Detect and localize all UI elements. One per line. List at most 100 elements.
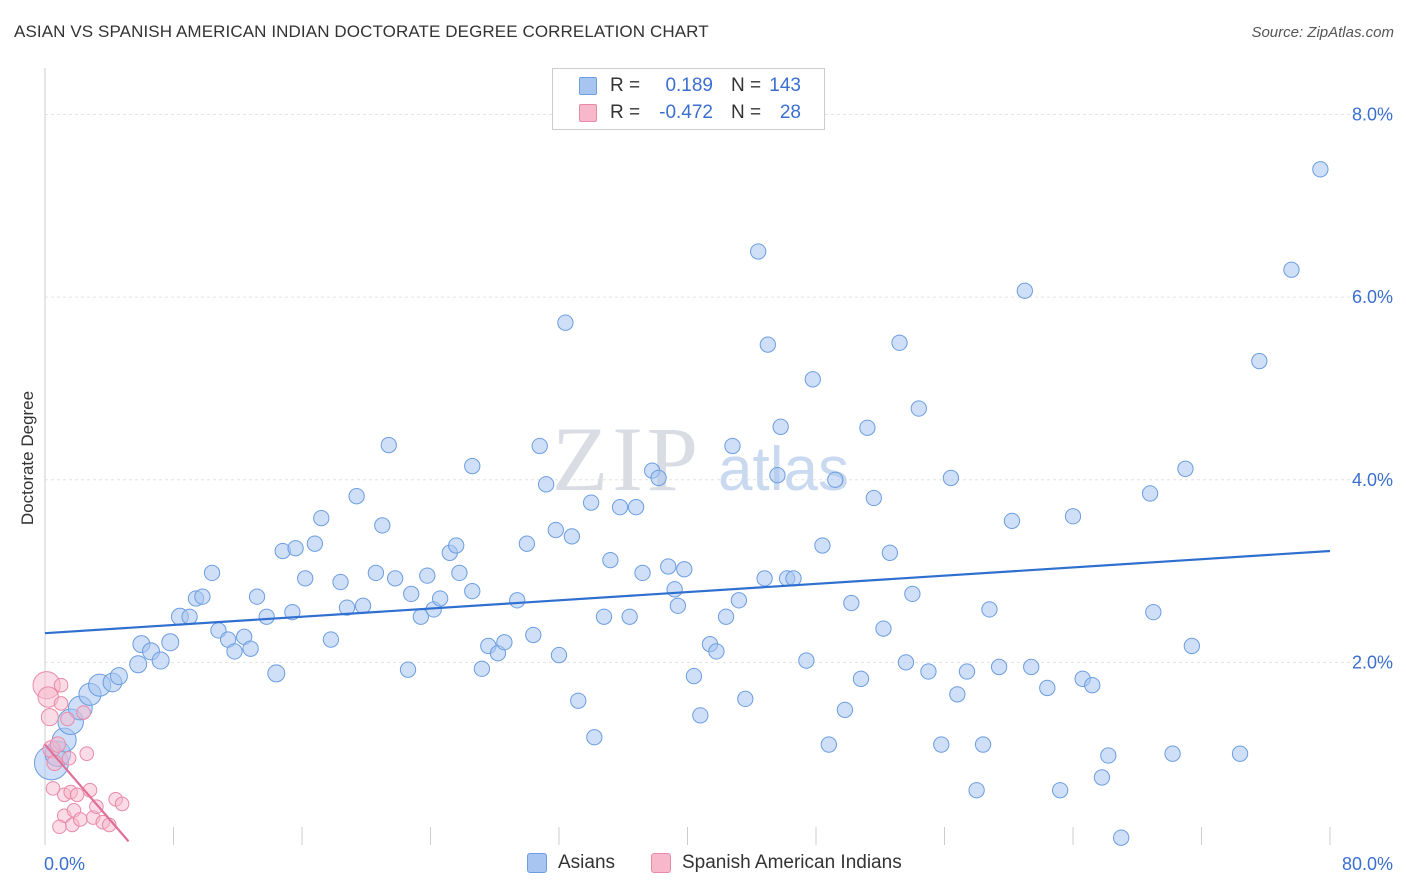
data-point-asians (933, 736, 950, 753)
data-point-asians (660, 558, 677, 575)
data-point-spanish-american-indians (45, 781, 61, 796)
data-point-asians (1064, 508, 1082, 525)
data-point-asians (242, 640, 259, 657)
data-point-asians (306, 535, 324, 552)
series-legend-swatch-spanish-american-indians[interactable] (651, 853, 671, 873)
data-point-asians (759, 336, 776, 353)
data-point-asians (920, 663, 937, 680)
data-point-asians (843, 594, 860, 612)
data-point-asians (769, 467, 786, 484)
data-point-asians (859, 419, 876, 436)
legend-swatch-spanish-american-indians (579, 104, 597, 122)
data-point-asians (685, 667, 703, 685)
legend-r-value: -0.472 (659, 102, 713, 123)
data-point-asians (387, 570, 404, 587)
data-point-spanish-american-indians (76, 705, 91, 720)
data-point-asians (875, 620, 892, 637)
data-point-spanish-american-indians (53, 696, 69, 711)
data-point-asians (380, 436, 397, 454)
data-point-asians (313, 509, 330, 527)
data-point-asians (881, 544, 899, 561)
data-point-spanish-american-indians (89, 799, 104, 814)
data-point-asians (284, 604, 301, 621)
data-point-spanish-american-indians (73, 812, 88, 827)
data-point-asians (332, 573, 349, 591)
data-point-asians (717, 608, 735, 625)
data-point-asians (611, 499, 629, 516)
data-point-asians (891, 334, 908, 351)
data-point-asians (473, 660, 491, 677)
data-point-asians (981, 601, 998, 618)
data-point-asians (448, 537, 465, 554)
data-point-asians (621, 608, 638, 625)
data-point-asians (203, 564, 221, 582)
data-point-asians (538, 476, 555, 493)
data-point-asians (692, 707, 709, 724)
data-point-asians (338, 599, 356, 616)
data-point-asians (865, 489, 882, 507)
data-point-asians (1141, 485, 1159, 502)
data-point-asians (958, 663, 976, 680)
data-point-asians (897, 654, 915, 671)
data-point-asians (804, 371, 821, 388)
data-point-asians (669, 597, 687, 614)
data-point-asians (1283, 261, 1300, 278)
data-point-asians (1016, 282, 1033, 299)
data-point-asians (518, 535, 536, 552)
legend-n-label: N = (731, 102, 762, 123)
y-tick-label: 8.0% (1352, 105, 1393, 125)
data-point-asians (354, 597, 372, 614)
data-point-asians (1084, 677, 1101, 694)
data-point-asians (374, 517, 391, 534)
data-point-asians (756, 570, 773, 587)
data-point-asians (464, 457, 481, 475)
trendline-spanish-american-indians (44, 743, 130, 843)
data-point-asians (627, 499, 645, 516)
series-legend: Asians Spanish American Indians (0, 850, 1406, 880)
x-tick-label: 0.0% (44, 854, 85, 874)
data-point-spanish-american-indians (52, 819, 67, 835)
data-point-asians (730, 592, 748, 609)
data-point-asians (1312, 161, 1329, 178)
series-legend-swatch-asians[interactable] (527, 853, 547, 873)
label-layer: 2.0% 4.0% 6.0% 8.0% 0.0% 80.0% Doctorate Degre… (18, 105, 1393, 874)
data-point-asians (348, 488, 365, 505)
data-point-asians (814, 537, 831, 554)
data-point-asians (287, 540, 304, 557)
y-axis-label: Doctorate Degree (18, 391, 37, 525)
data-point-asians (419, 567, 436, 584)
data-point-asians (1251, 352, 1268, 370)
data-point-asians (1039, 679, 1056, 697)
data-point-asians (968, 782, 985, 799)
data-point-asians (403, 585, 420, 603)
data-point-asians (496, 634, 513, 651)
data-point-asians (267, 664, 286, 683)
trend-layer (44, 549, 1331, 843)
data-point-asians (431, 590, 449, 607)
data-point-asians (129, 655, 148, 674)
data-point-asians (820, 736, 837, 753)
data-point-asians (109, 667, 128, 686)
series-legend-label-asians[interactable]: Asians (558, 852, 616, 873)
data-point-asians (724, 437, 741, 455)
data-point-asians (595, 608, 613, 625)
data-point-asians (547, 521, 564, 539)
legend-n-value: 28 (779, 102, 801, 123)
data-point-asians (550, 646, 568, 664)
data-point-asians (990, 658, 1008, 676)
data-point-asians (634, 564, 651, 582)
data-point-asians (464, 583, 481, 600)
series-legend-label-spanish-american-indians[interactable]: Spanish American Indians (682, 852, 902, 873)
data-point-asians (1177, 460, 1194, 477)
data-point-asians (531, 437, 548, 455)
legend-n-value: 143 (769, 75, 801, 96)
watermark-zip: ZIP (552, 408, 702, 510)
data-point-asians (1164, 745, 1181, 762)
data-point-asians (772, 418, 789, 435)
watermark: ZIP atlas (552, 408, 849, 510)
legend-swatch-asians (579, 77, 597, 95)
data-point-asians (525, 626, 542, 644)
data-point-asians (785, 570, 802, 587)
data-point-asians (586, 729, 603, 746)
trendline-asians (44, 549, 1331, 635)
